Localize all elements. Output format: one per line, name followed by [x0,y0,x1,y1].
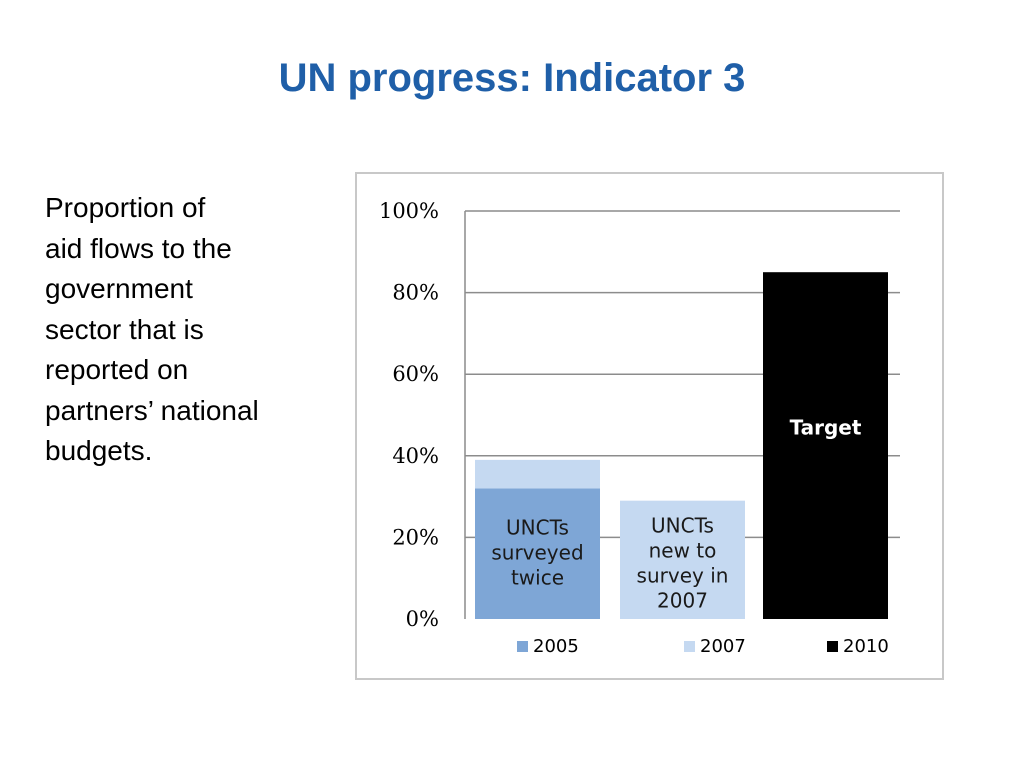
bar-label: surveyed [491,540,583,564]
bar-chart: 0%20%40%60%80%100%UNCTssurveyedtwiceUNCT… [379,199,900,657]
slide-title: UN progress: Indicator 3 [278,56,746,100]
description-line: partners’ national [45,394,259,426]
bar-label: new to [649,539,717,563]
y-tick-label: 0% [406,607,439,631]
bar-label: twice [511,565,564,589]
y-tick-label: 100% [379,199,439,223]
legend-label: 2007 [700,636,746,657]
y-tick-label: 20% [392,525,439,549]
description-line: budgets. [45,435,153,466]
legend-swatch [517,641,528,652]
y-tick-label: 80% [392,281,439,305]
bar-label: UNCTs [506,515,569,539]
bar-segment [475,459,600,489]
bar-segment [620,500,745,619]
description-line: government [45,273,193,304]
y-tick-label: 40% [392,444,439,468]
legend-label: 2010 [843,636,889,657]
bar-segment [475,488,600,619]
bar-label: 2007 [657,589,708,613]
description-line: Proportion of [45,192,206,223]
description-line: reported on [45,354,189,385]
bar-label: UNCTs [651,514,714,538]
chart-description: Proportion of aid flows to the governmen… [45,188,325,472]
description-line: sector that is [45,313,204,345]
chart-frame: 0% 20% 40% 60% 80% 100% UNCTs surveyed twice UNCT… [355,172,944,680]
legend-swatch [827,641,838,652]
description-line: aid flows to the [45,232,232,264]
y-tick-label: 60% [392,362,439,386]
bar-segment [763,272,888,619]
bar-label: survey in [637,564,729,588]
legend-swatch [684,641,695,652]
bar-label: Target [790,416,862,440]
legend-label: 2005 [533,636,579,657]
